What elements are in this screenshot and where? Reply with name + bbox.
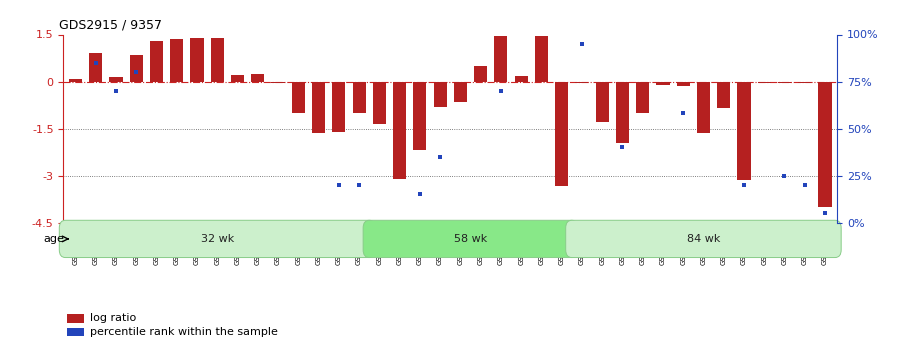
Bar xyxy=(252,74,264,81)
Text: 84 wk: 84 wk xyxy=(687,234,720,244)
Text: percentile rank within the sample: percentile rank within the sample xyxy=(90,327,279,337)
Bar xyxy=(69,79,82,81)
Bar xyxy=(615,81,629,142)
Bar xyxy=(110,77,122,81)
Text: GDS2915 / 9357: GDS2915 / 9357 xyxy=(60,19,163,32)
Bar xyxy=(312,81,325,133)
FancyBboxPatch shape xyxy=(363,220,578,257)
Bar xyxy=(150,41,163,81)
FancyBboxPatch shape xyxy=(60,220,376,257)
Bar xyxy=(535,36,548,81)
Bar xyxy=(231,75,244,81)
Bar xyxy=(170,39,184,81)
Bar xyxy=(474,66,487,81)
Bar xyxy=(636,81,649,113)
Text: log ratio: log ratio xyxy=(90,314,137,323)
FancyBboxPatch shape xyxy=(566,220,841,257)
Text: age: age xyxy=(43,234,63,244)
Bar xyxy=(67,314,84,323)
Bar xyxy=(353,81,366,113)
Bar xyxy=(190,38,204,81)
Text: 32 wk: 32 wk xyxy=(201,234,233,244)
Bar xyxy=(393,81,406,179)
Bar xyxy=(291,81,305,113)
Bar xyxy=(332,81,346,132)
Bar xyxy=(90,53,102,81)
Bar xyxy=(453,81,467,102)
Bar xyxy=(656,81,670,85)
Bar xyxy=(576,81,588,83)
Bar xyxy=(494,36,508,81)
Bar xyxy=(757,81,771,83)
Bar xyxy=(555,81,568,187)
Bar xyxy=(515,76,528,81)
Bar xyxy=(373,81,386,124)
Bar xyxy=(595,81,609,122)
Bar xyxy=(272,81,285,83)
Bar xyxy=(778,81,791,83)
Bar xyxy=(738,81,750,180)
Bar xyxy=(129,55,143,81)
Bar xyxy=(818,81,832,207)
Bar xyxy=(433,81,447,107)
Bar xyxy=(67,328,84,336)
Bar xyxy=(697,81,710,133)
Text: 58 wk: 58 wk xyxy=(454,234,487,244)
Bar xyxy=(798,81,811,83)
Bar xyxy=(414,81,426,150)
Bar xyxy=(717,81,730,108)
Bar xyxy=(677,81,690,86)
Bar xyxy=(211,38,224,81)
